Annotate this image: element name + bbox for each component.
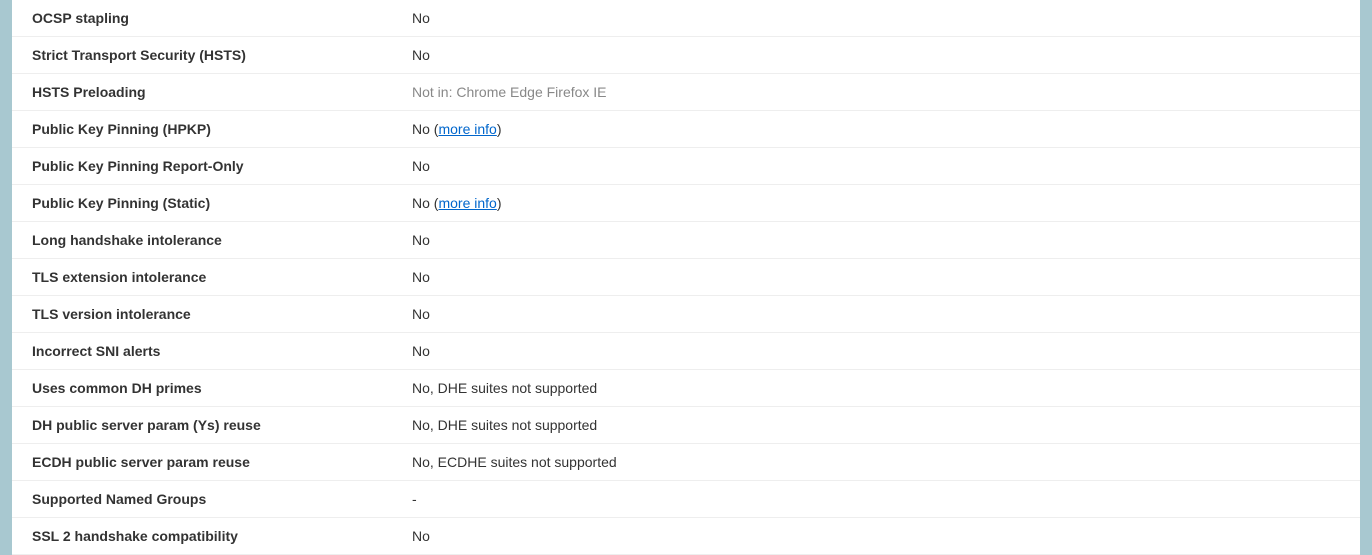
- row-label: Uses common DH primes: [12, 370, 402, 407]
- row-value: No: [402, 0, 1360, 37]
- table-row: ECDH public server param reuse No, ECDHE…: [12, 444, 1360, 481]
- row-value: No, ECDHE suites not supported: [402, 444, 1360, 481]
- row-value: No, DHE suites not supported: [402, 407, 1360, 444]
- table-row: Incorrect SNI alerts No: [12, 333, 1360, 370]
- row-value: No (more info): [402, 111, 1360, 148]
- table-row: Public Key Pinning (HPKP) No (more info): [12, 111, 1360, 148]
- row-label: Public Key Pinning (HPKP): [12, 111, 402, 148]
- value-prefix: No (: [412, 195, 438, 211]
- row-value: No: [402, 259, 1360, 296]
- report-content: OCSP stapling No Strict Transport Securi…: [12, 0, 1360, 555]
- row-label: ECDH public server param reuse: [12, 444, 402, 481]
- table-row: Long handshake intolerance No: [12, 222, 1360, 259]
- row-label: Long handshake intolerance: [12, 222, 402, 259]
- table-row: TLS version intolerance No: [12, 296, 1360, 333]
- row-value: No: [402, 518, 1360, 555]
- row-label: TLS version intolerance: [12, 296, 402, 333]
- protocol-details-tbody: OCSP stapling No Strict Transport Securi…: [12, 0, 1360, 555]
- row-value: No: [402, 37, 1360, 74]
- table-row: OCSP stapling No: [12, 0, 1360, 37]
- more-info-link[interactable]: more info: [438, 121, 496, 137]
- value-suffix: ): [497, 195, 502, 211]
- table-row: TLS extension intolerance No: [12, 259, 1360, 296]
- row-value: No, DHE suites not supported: [402, 370, 1360, 407]
- row-label: Incorrect SNI alerts: [12, 333, 402, 370]
- value-suffix: ): [497, 121, 502, 137]
- table-row: Public Key Pinning (Static) No (more inf…: [12, 185, 1360, 222]
- value-prefix: No (: [412, 121, 438, 137]
- table-row: SSL 2 handshake compatibility No: [12, 518, 1360, 555]
- row-label: DH public server param (Ys) reuse: [12, 407, 402, 444]
- row-label: HSTS Preloading: [12, 74, 402, 111]
- row-label: TLS extension intolerance: [12, 259, 402, 296]
- row-label: Strict Transport Security (HSTS): [12, 37, 402, 74]
- row-value: No: [402, 296, 1360, 333]
- row-value: No: [402, 222, 1360, 259]
- table-row: HSTS Preloading Not in: Chrome Edge Fire…: [12, 74, 1360, 111]
- row-label: Public Key Pinning Report-Only: [12, 148, 402, 185]
- protocol-details-table: OCSP stapling No Strict Transport Securi…: [12, 0, 1360, 555]
- table-row: Public Key Pinning Report-Only No: [12, 148, 1360, 185]
- row-label: Supported Named Groups: [12, 481, 402, 518]
- row-value: -: [402, 481, 1360, 518]
- table-row: Strict Transport Security (HSTS) No: [12, 37, 1360, 74]
- report-panel: OCSP stapling No Strict Transport Securi…: [12, 0, 1360, 555]
- row-label: OCSP stapling: [12, 0, 402, 37]
- table-row: DH public server param (Ys) reuse No, DH…: [12, 407, 1360, 444]
- row-value: No (more info): [402, 185, 1360, 222]
- row-label: Public Key Pinning (Static): [12, 185, 402, 222]
- row-value: Not in: Chrome Edge Firefox IE: [402, 74, 1360, 111]
- table-row: Uses common DH primes No, DHE suites not…: [12, 370, 1360, 407]
- row-label: SSL 2 handshake compatibility: [12, 518, 402, 555]
- row-value: No: [402, 333, 1360, 370]
- table-row: Supported Named Groups -: [12, 481, 1360, 518]
- more-info-link[interactable]: more info: [438, 195, 496, 211]
- row-value: No: [402, 148, 1360, 185]
- hsts-preload-value: Not in: Chrome Edge Firefox IE: [412, 84, 607, 100]
